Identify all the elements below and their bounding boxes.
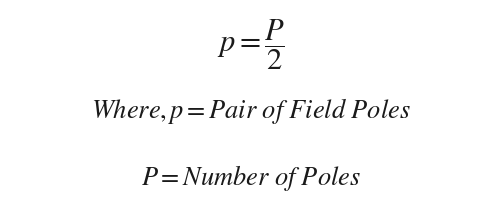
Text: $\mathit{P = Number\ of\ Poles}$: $\mathit{P = Number\ of\ Poles}$	[140, 163, 361, 193]
Text: $p = \dfrac{P}{2}$: $p = \dfrac{P}{2}$	[216, 17, 285, 72]
Text: $\mathit{Where{,}\, p = Pair\ of\ Field\ Poles}$: $\mathit{Where{,}\, p = Pair\ of\ Field\…	[91, 96, 410, 126]
